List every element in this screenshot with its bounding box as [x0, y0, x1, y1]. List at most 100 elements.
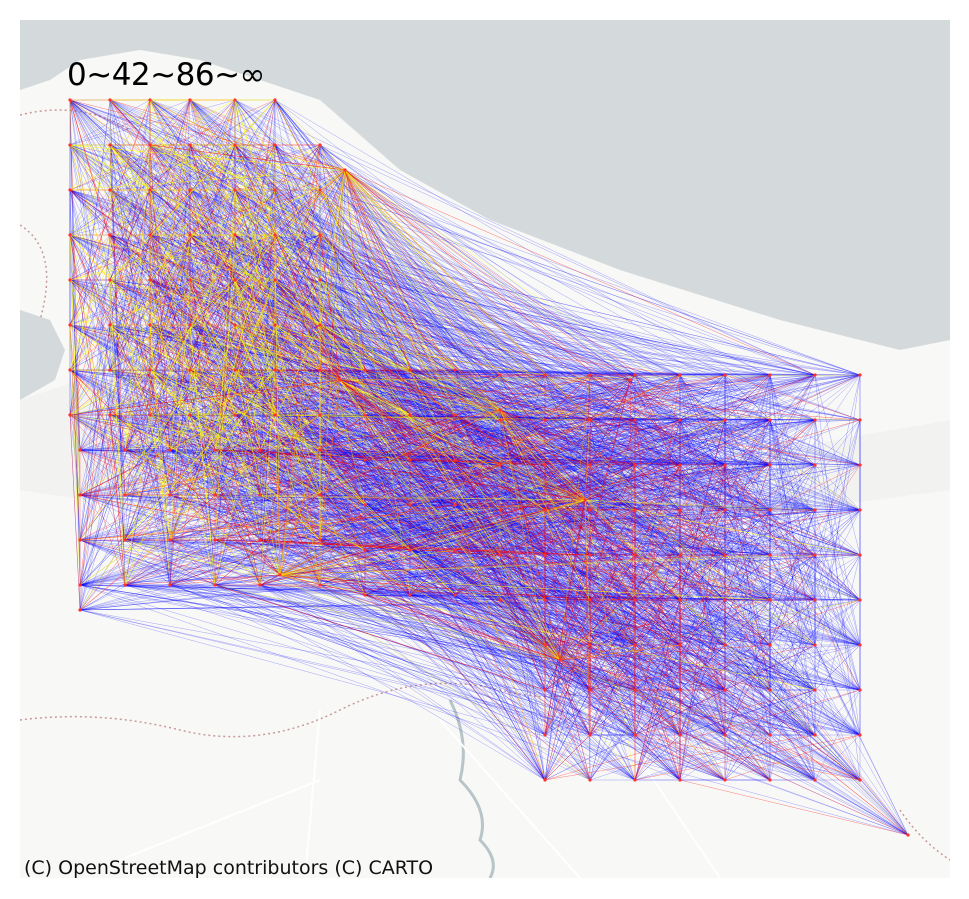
flow-line — [124, 409, 501, 586]
flow-line — [79, 554, 681, 586]
flow-line — [124, 409, 501, 496]
flow-line — [364, 414, 861, 511]
flow-line — [559, 419, 816, 661]
flow-line — [559, 644, 681, 661]
flow-line — [454, 594, 771, 781]
flow-line — [169, 499, 586, 541]
flow-line — [259, 144, 321, 451]
flow-line — [234, 144, 341, 381]
flow-line — [189, 99, 636, 421]
flow-line — [364, 419, 681, 551]
flow-line — [234, 189, 281, 576]
flow-line — [769, 509, 816, 646]
flow-line — [124, 584, 456, 596]
flow-node — [213, 448, 217, 452]
flow-line — [124, 414, 191, 496]
flow-line — [319, 324, 816, 376]
flow-line — [339, 379, 861, 466]
flow-line — [69, 279, 861, 781]
flow-line — [679, 374, 726, 421]
flow-line — [69, 414, 126, 586]
flow-node — [258, 538, 262, 542]
flow-line — [149, 144, 726, 466]
flow-node — [233, 98, 237, 102]
flow-node — [813, 418, 817, 422]
flow-node — [453, 503, 457, 507]
flow-line — [499, 509, 561, 661]
flow-line — [169, 279, 191, 541]
flow-line — [274, 99, 501, 466]
flow-line — [124, 539, 771, 736]
flow-node — [188, 278, 192, 282]
flow-node — [588, 688, 592, 692]
flow-line — [724, 374, 771, 556]
flow-line — [499, 409, 591, 601]
flow-line — [724, 509, 816, 736]
flow-node — [678, 688, 682, 692]
flow-line — [169, 539, 726, 736]
flow-line — [109, 414, 126, 541]
flow-line — [69, 99, 816, 421]
flow-line — [274, 99, 591, 646]
flow-node — [498, 553, 502, 557]
flow-line — [344, 169, 681, 421]
flow-node — [723, 553, 727, 557]
flow-line — [69, 99, 81, 451]
flow-line — [69, 414, 81, 611]
flow-node — [233, 233, 237, 237]
flow-node — [168, 448, 172, 452]
flow-line — [339, 379, 591, 601]
flow-line — [499, 509, 546, 781]
flow-line — [274, 369, 591, 781]
flow-line — [274, 234, 281, 576]
flow-line — [79, 539, 591, 781]
flow-line — [79, 599, 636, 611]
flow-line — [724, 599, 861, 691]
flow-node — [68, 368, 72, 372]
flow-line — [339, 379, 636, 646]
flow-line — [149, 414, 591, 781]
flow-line — [279, 574, 771, 601]
flow-line — [769, 419, 816, 736]
flow-line — [339, 379, 726, 511]
flow-node — [148, 233, 152, 237]
flow-line — [559, 464, 636, 661]
flow-line — [344, 169, 501, 411]
border-line-east — [899, 809, 950, 861]
flow-line — [109, 99, 321, 326]
flow-line — [69, 99, 236, 146]
flow-line — [629, 379, 861, 646]
flow-line — [189, 189, 546, 421]
flow-line — [274, 369, 861, 376]
flow-line — [234, 189, 411, 371]
flow-line — [319, 144, 861, 511]
flow-line — [364, 594, 546, 646]
flow-line — [339, 379, 546, 421]
flow-node — [258, 448, 262, 452]
flow-line — [319, 509, 726, 541]
flow-line — [559, 374, 771, 661]
flow-line — [259, 374, 681, 496]
flow-line — [344, 169, 861, 466]
flow-line — [69, 189, 636, 511]
flow-node — [498, 418, 502, 422]
map-canvas[interactable]: 0~42~86~∞ (C) OpenStreetMap contributors… — [20, 20, 950, 878]
roads — [119, 709, 721, 878]
flow-line — [109, 234, 171, 586]
flow-node — [858, 508, 862, 512]
flow-line — [319, 509, 546, 541]
flow-line — [589, 509, 816, 691]
flow-line — [584, 499, 861, 556]
flow-line — [149, 189, 171, 496]
flow-line — [214, 494, 501, 556]
flow-line — [109, 234, 636, 376]
flow-line — [259, 584, 546, 736]
flow-line — [319, 449, 561, 661]
flow-line — [189, 279, 726, 511]
border-line-north — [20, 109, 131, 321]
flow-node — [363, 548, 367, 552]
flow-line — [109, 189, 501, 411]
flow-line — [454, 369, 681, 376]
flow-line — [189, 279, 861, 376]
flow-line — [234, 189, 411, 371]
